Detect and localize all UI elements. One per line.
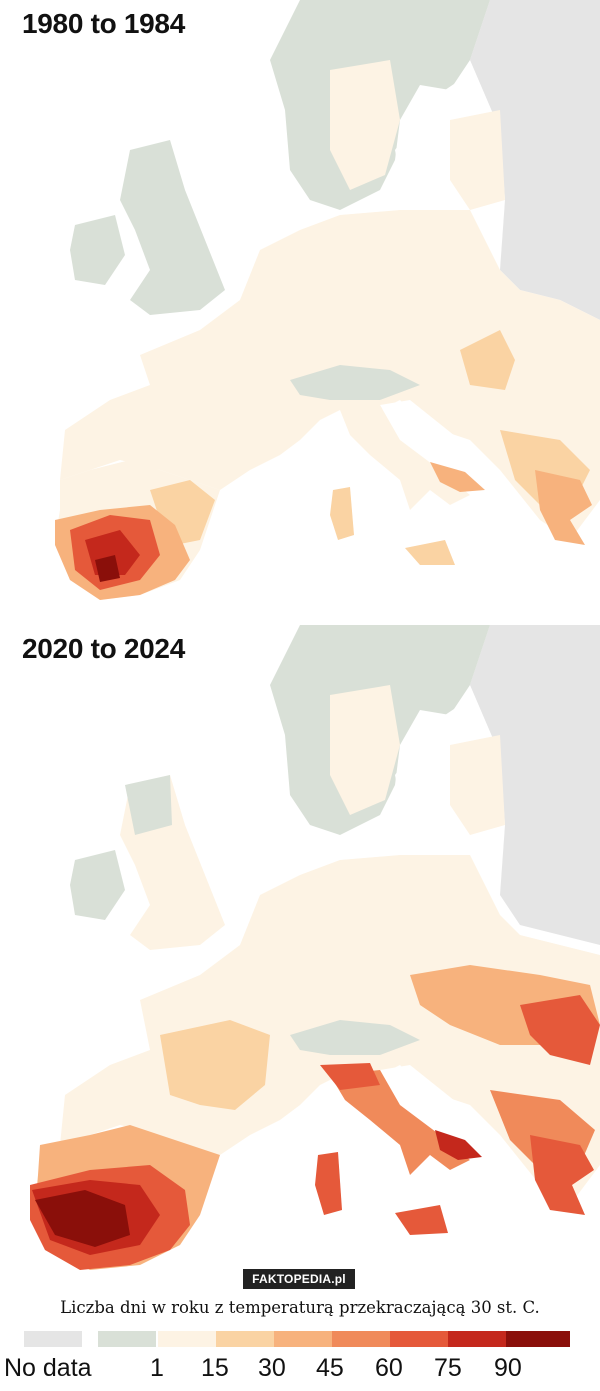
legend-swatch-45 (332, 1331, 390, 1347)
guadalquivir-hottest (95, 555, 120, 582)
hungary-warm-region (460, 330, 515, 390)
southern-sweden-region (330, 685, 400, 815)
watermark-faktopedia: FAKTOPEDIA.pl (243, 1269, 355, 1289)
alps-region (290, 365, 420, 400)
map-1980-1984 (0, 0, 600, 615)
map-panel-2020-2024: 2020 to 2024 (0, 625, 600, 1285)
no-data-region-east (470, 0, 600, 320)
italy-region (340, 405, 470, 510)
legend-swatch-90 (506, 1331, 570, 1347)
legend-label-30: 30 (258, 1354, 286, 1382)
italy-region (330, 1070, 470, 1175)
legend-swatch-30 (274, 1331, 332, 1347)
panel-title-2020-2024: 2020 to 2024 (22, 633, 185, 664)
great-britain-region (120, 140, 225, 315)
ireland-region (70, 215, 125, 285)
adriatic-sea (380, 400, 490, 485)
italy-south-warm (430, 462, 485, 492)
sicily-region (405, 540, 455, 565)
greece-region (530, 1135, 594, 1215)
legend-swatch-1 (158, 1331, 216, 1347)
legend-label-1: 1 (150, 1354, 164, 1382)
legend-label-45: 45 (316, 1354, 344, 1382)
sicily-region (395, 1205, 448, 1235)
italy-south-hot (435, 1130, 482, 1160)
baltic-states-region (450, 110, 505, 210)
map-caption: Liczba dni w roku z temperaturą przekrac… (60, 1298, 540, 1317)
legend-label-90: 90 (494, 1354, 522, 1382)
legend-swatch-15 (216, 1331, 274, 1347)
southern-sweden-region (330, 60, 400, 190)
no-data-region-east (470, 625, 600, 945)
legend-swatch-0 (98, 1331, 156, 1347)
legend-swatch-no-data (24, 1331, 82, 1347)
romania-hot (520, 995, 600, 1065)
alps-region (290, 1020, 420, 1055)
greece-region (535, 470, 592, 545)
panel-title-1980-1984: 1980 to 1984 (22, 8, 185, 39)
po-valley-hot (320, 1063, 380, 1090)
legend-swatch-75 (448, 1331, 506, 1347)
map-panel-1980-1984: 1980 to 1984 (0, 0, 600, 615)
france-south-warm (160, 1020, 270, 1110)
sardinia-region (315, 1152, 342, 1215)
legend-label-15: 15 (201, 1354, 229, 1382)
legend-label-no-data: No data (4, 1354, 92, 1382)
andalusia-hottest (35, 1190, 130, 1247)
baltic-sea (395, 705, 470, 830)
baltic-states-region (450, 735, 505, 835)
baltic-sea (395, 80, 470, 205)
legend-label-60: 60 (375, 1354, 403, 1382)
ireland-region (70, 850, 125, 920)
scotland-region (125, 775, 172, 835)
map-2020-2024 (0, 625, 600, 1285)
adriatic-sea (380, 1065, 490, 1150)
legend-label-75: 75 (434, 1354, 462, 1382)
sardinia-region (330, 487, 354, 540)
legend-swatch-60 (390, 1331, 448, 1347)
